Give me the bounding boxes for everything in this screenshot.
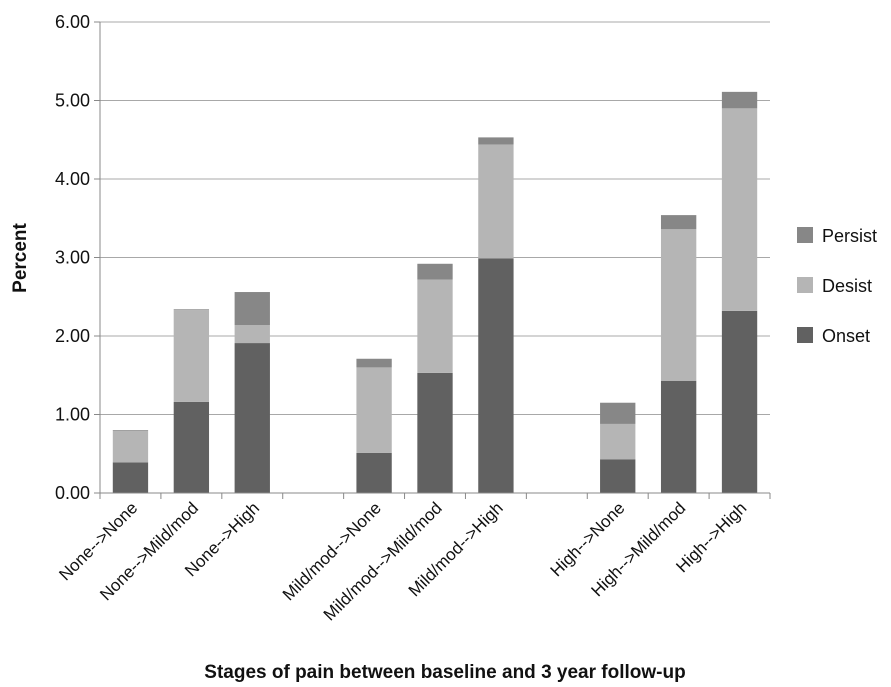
bar-segment-onset [356,452,392,493]
legend-label-persist: Persist [822,226,877,246]
y-tick-label: 6.00 [55,12,90,32]
bars [112,91,758,493]
bar-segment-onset [478,258,514,493]
bar-segment-desist [234,325,270,344]
bar-segment-persist [660,215,697,230]
bar-segment-onset [234,343,270,493]
y-tick-label: 5.00 [55,91,90,111]
bar-segment-persist [112,430,149,431]
legend-label-onset: Onset [822,326,870,346]
bar-segment-onset [660,380,697,493]
bar-segment-desist [600,423,636,460]
y-axis-title: Percent [10,222,31,292]
x-axis-title: Stages of pain between baseline and 3 ye… [204,662,685,683]
y-tick-label: 0.00 [55,483,90,503]
legend-swatch-onset [797,327,813,343]
bar-segment-persist [356,358,392,368]
bar-segment-persist [721,91,758,109]
y-tick-label: 1.00 [55,405,90,425]
y-tick-label: 4.00 [55,169,90,189]
bar-segment-onset [417,372,453,493]
bar-segment-onset [112,462,149,493]
bar-segment-desist [173,310,210,402]
legend-swatch-persist [797,227,813,243]
bar-segment-onset [173,401,210,493]
y-axis-ticks: 0.00 1.00 2.00 3.00 4.00 5.00 6.00 [55,12,101,503]
x-tick-label: Mild/mod-->Mild/mod [320,498,446,624]
bar-segment-persist [417,263,453,280]
bar-segment-persist [478,137,514,145]
legend-swatch-desist [797,277,813,293]
bar-segment-desist [660,229,697,381]
bar-segment-desist [356,367,392,453]
y-tick-label: 2.00 [55,326,90,346]
legend: Persist Desist Onset [797,226,877,346]
gridlines [100,21,770,415]
bar-segment-onset [721,310,758,493]
bar-segment-desist [721,108,758,311]
bar-segment-persist [234,292,270,326]
bar-segment-desist [478,144,514,259]
legend-label-desist: Desist [822,276,872,296]
bar-segment-onset [600,459,636,493]
bar-segment-desist [112,430,149,463]
bar-segment-persist [173,309,210,311]
y-tick-label: 3.00 [55,248,90,268]
bar-segment-persist [600,402,636,424]
bar-segment-desist [417,279,453,373]
